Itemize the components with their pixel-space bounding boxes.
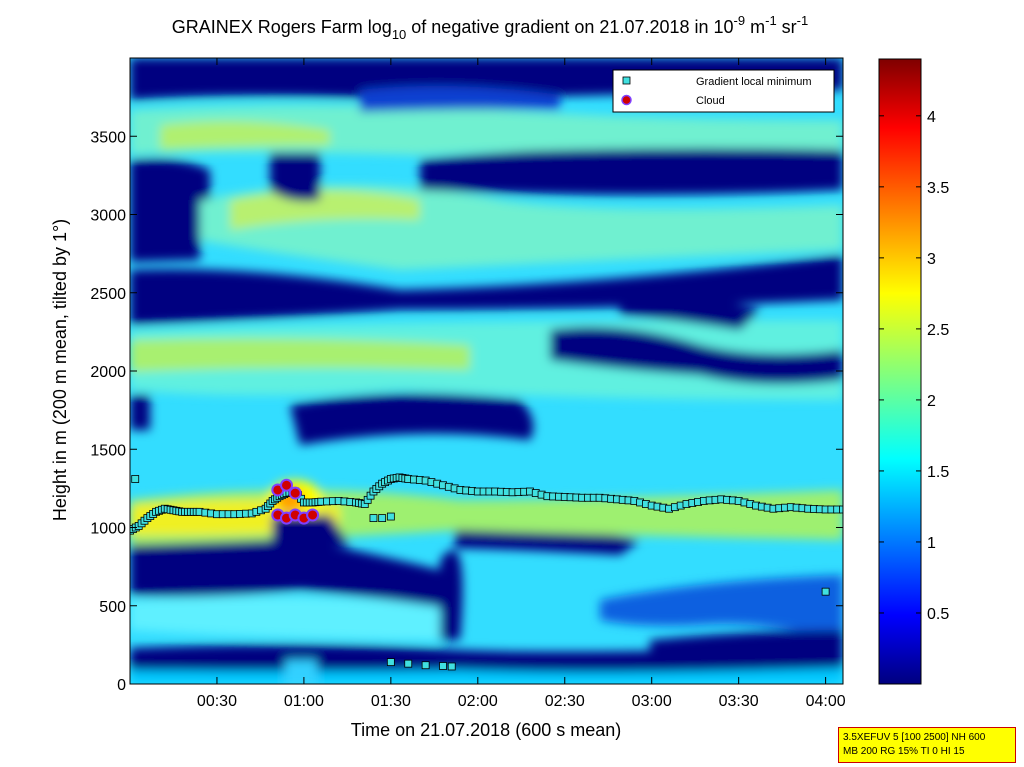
colorbar-tick-label: 2.5 xyxy=(927,322,949,339)
colorbar-ticks: 0.5 1 1.5 2 2.5 3 3.5 4 xyxy=(879,109,949,623)
y-tick-label: 2000 xyxy=(90,364,126,381)
legend-marker-cloud xyxy=(621,94,632,106)
chart-title: GRAINEX Rogers Farm log10 of negative gr… xyxy=(172,13,808,42)
x-axis-label: Time on 21.07.2018 (600 s mean) xyxy=(351,720,622,740)
x-axis: 00:30 01:00 01:30 02:00 02:30 03:00 03:30 04:00 xyxy=(197,58,846,710)
x-tick-label: 03:30 xyxy=(719,693,759,710)
gradient-minimum-point xyxy=(439,662,447,670)
colorbar-tick-label: 1 xyxy=(927,535,936,552)
y-tick-label: 1500 xyxy=(90,442,126,459)
colorbar-tick-label: 2 xyxy=(927,393,936,410)
x-tick-label: 02:30 xyxy=(545,693,585,710)
x-tick-label: 00:30 xyxy=(197,693,237,710)
x-tick-label: 04:00 xyxy=(806,693,846,710)
y-axis: 0 500 1000 1500 2000 2500 3000 3500 xyxy=(90,129,843,694)
series-markers xyxy=(130,473,843,671)
colorbar-tick-label: 3.5 xyxy=(927,180,949,197)
colorbar xyxy=(878,58,922,685)
gradient-minimum-point xyxy=(131,475,140,483)
y-tick-label: 500 xyxy=(99,599,126,616)
legend-label-cloud: Cloud xyxy=(696,95,725,107)
gradient-minimum-point xyxy=(386,512,395,521)
x-tick-label: 01:00 xyxy=(284,693,324,710)
x-tick-label: 02:00 xyxy=(458,693,498,710)
y-axis-label: Height in m (200 m mean, tilted by 1°) xyxy=(50,219,70,521)
x-tick-label: 01:30 xyxy=(371,693,411,710)
y-tick-label: 3000 xyxy=(90,208,126,225)
gradient-minimum-point xyxy=(421,661,430,670)
heatmap-field xyxy=(130,58,843,684)
x-tick-label: 03:00 xyxy=(632,693,672,710)
info-box: 3.5XEFUV 5 [100 2500] NH 600 MB 200 RG 1… xyxy=(838,727,1016,763)
gradient-minimum-point xyxy=(404,659,413,668)
legend-box xyxy=(612,69,835,113)
info-line-2: MB 200 RG 15% TI 0 HI 15 xyxy=(843,746,965,757)
colorbar-tick-label: 1.5 xyxy=(927,464,949,481)
gradient-minimum-point xyxy=(369,514,378,523)
legend: Gradient local minimum Cloud xyxy=(612,69,835,113)
colorbar-tick-label: 0.5 xyxy=(927,606,949,623)
cloud-point xyxy=(288,486,302,500)
gradient-minimum-point xyxy=(447,662,456,671)
y-tick-label: 1000 xyxy=(90,521,126,538)
colorbar-tick-label: 3 xyxy=(927,251,936,268)
gradient-minimum-point xyxy=(378,514,387,523)
cloud-point xyxy=(280,478,294,492)
cloud-point xyxy=(306,508,320,522)
legend-label-gradient-minimum: Gradient local minimum xyxy=(696,76,812,88)
gradient-minimum-point xyxy=(839,505,843,514)
y-tick-label: 3500 xyxy=(90,129,126,146)
gradient-minimum-point xyxy=(821,587,830,596)
legend-marker-gradient-minimum xyxy=(622,76,631,85)
y-tick-label: 2500 xyxy=(90,286,126,303)
gradient-minimum-point xyxy=(386,658,395,666)
y-tick-label: 0 xyxy=(117,677,126,694)
colorbar-tick-label: 4 xyxy=(927,109,936,126)
info-line-1: 3.5XEFUV 5 [100 2500] NH 600 xyxy=(843,732,986,743)
